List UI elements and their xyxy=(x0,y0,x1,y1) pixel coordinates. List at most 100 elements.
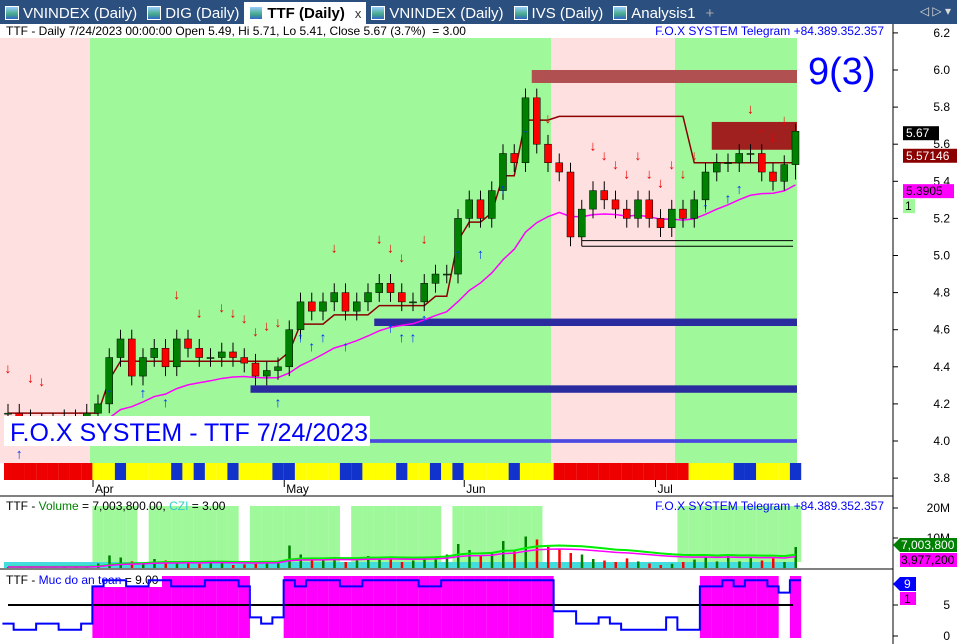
trend-strip-cell xyxy=(92,463,104,480)
tab-label: VNINDEX (Daily) xyxy=(389,4,504,22)
sell-arrow-icon: ↓ xyxy=(781,112,788,128)
price-header: TTF - Daily 7/24/2023 00:00:00 Open 5.49… xyxy=(6,24,466,38)
volume-header-czi_label: CZI xyxy=(169,499,188,513)
trend-strip-cell xyxy=(317,463,329,480)
volume-zone xyxy=(362,506,374,562)
buy-arrow-icon: ↑ xyxy=(275,394,282,410)
volume-zone xyxy=(688,506,700,562)
candle-body xyxy=(454,218,462,275)
candle-body xyxy=(679,208,687,219)
sell-arrow-icon: ↓ xyxy=(398,249,405,265)
trend-strip-cell xyxy=(609,463,622,480)
safety-zone xyxy=(733,576,745,638)
safety-zone xyxy=(306,576,318,638)
add-tab-button[interactable]: + xyxy=(705,4,715,22)
volume-bar xyxy=(479,556,482,568)
trend-strip-cell xyxy=(306,463,318,480)
safety-zone xyxy=(542,576,554,638)
trend-strip-cell xyxy=(159,463,172,480)
safety-zone xyxy=(193,576,205,638)
safety-zone xyxy=(362,576,374,638)
trend-strip-cell xyxy=(576,463,588,480)
volume-zone xyxy=(744,506,757,562)
safety-zone xyxy=(486,576,498,638)
trend-strip-cell xyxy=(148,463,160,480)
trend-strip-cell xyxy=(216,463,228,480)
volume-bar xyxy=(682,562,685,568)
trend-strip-cell xyxy=(553,463,565,480)
candle-body xyxy=(443,273,451,276)
trend-strip-cell xyxy=(756,463,768,480)
tab-3[interactable]: VNINDEX (Daily) xyxy=(366,2,508,24)
safety-zone xyxy=(789,576,802,638)
volume-zone xyxy=(463,506,475,562)
candle-body xyxy=(645,199,653,219)
safety-zone xyxy=(519,576,532,638)
trend-strip-cell xyxy=(351,463,363,480)
volume-zone xyxy=(283,506,295,562)
volume-bar xyxy=(603,560,606,568)
candle-body xyxy=(398,292,406,303)
y-tick-label: 5.8 xyxy=(933,100,950,114)
volume-bar xyxy=(659,565,662,568)
safety-zone xyxy=(373,576,385,638)
tab-0[interactable]: VNINDEX (Daily) xyxy=(0,2,142,24)
trend-strip-cell xyxy=(47,463,59,480)
safety-zone xyxy=(722,576,734,638)
sell-arrow-icon: ↓ xyxy=(758,119,765,135)
trend-strip-cell xyxy=(508,463,520,480)
volume-zone xyxy=(159,506,172,562)
safety-zone xyxy=(531,576,543,638)
tab-label: Analysis1 xyxy=(631,4,696,22)
volume-zone xyxy=(756,506,768,562)
sell-arrow-icon: ↓ xyxy=(5,360,12,376)
zone-pink xyxy=(0,38,90,463)
safety-zone xyxy=(294,576,307,638)
volume-zone xyxy=(519,506,532,562)
count-label: 9(3) xyxy=(808,51,876,93)
volume-zone xyxy=(306,506,318,562)
volume-zone xyxy=(261,506,273,562)
buy-arrow-icon: ↑ xyxy=(308,338,315,354)
sell-arrow-icon: ↓ xyxy=(623,165,630,181)
trend-strip-cell xyxy=(13,463,25,480)
volume-badge xyxy=(893,538,957,552)
trend-strip-cell xyxy=(36,463,48,480)
volume-zone xyxy=(508,506,520,562)
close-badge xyxy=(903,126,939,141)
sell-arrow-icon: ↓ xyxy=(196,305,203,321)
tab-5[interactable]: Analysis1 xyxy=(608,2,700,24)
sell-arrow-icon: ↓ xyxy=(545,110,552,126)
volume-bar xyxy=(547,547,550,568)
volume-bar xyxy=(400,562,404,568)
price-band xyxy=(711,121,797,150)
tab-label: TTF (Daily) xyxy=(267,4,345,22)
volume-zone xyxy=(699,506,712,562)
buy-arrow-icon: ↑ xyxy=(342,338,349,354)
trend-strip-cell xyxy=(767,463,779,480)
close-tab-icon[interactable]: x xyxy=(354,5,362,21)
volume-bar xyxy=(558,548,561,568)
zone-pink xyxy=(551,38,675,463)
trend-strip-cell xyxy=(339,463,352,480)
chart-area[interactable]: TTF - Daily 7/24/2023 00:00:00 Open 5.49… xyxy=(0,24,957,644)
ma-badge-text: 5.3905 xyxy=(906,184,943,198)
tab-scroll-buttons[interactable]: ◁ ▷ ▾ xyxy=(919,4,951,18)
tab-4[interactable]: IVS (Daily) xyxy=(509,2,609,24)
tab-1[interactable]: DIG (Daily) xyxy=(142,2,244,24)
volume-bar xyxy=(243,564,246,568)
volume-bar xyxy=(738,561,741,568)
month-label: May xyxy=(286,482,309,496)
safety-zone xyxy=(171,576,183,638)
volume-bar xyxy=(175,563,179,568)
sell-arrow-icon: ↓ xyxy=(691,147,698,163)
volume-zone xyxy=(789,506,802,562)
safety-zone xyxy=(103,576,115,638)
safety-zone xyxy=(137,576,149,638)
candle-body xyxy=(566,171,575,238)
sell-arrow-icon: ↓ xyxy=(252,323,259,339)
volume-zone xyxy=(272,506,284,562)
header-bg xyxy=(0,24,893,38)
tab-2[interactable]: TTF (Daily) x xyxy=(244,2,367,24)
buy-arrow-icon: ↑ xyxy=(162,394,169,410)
